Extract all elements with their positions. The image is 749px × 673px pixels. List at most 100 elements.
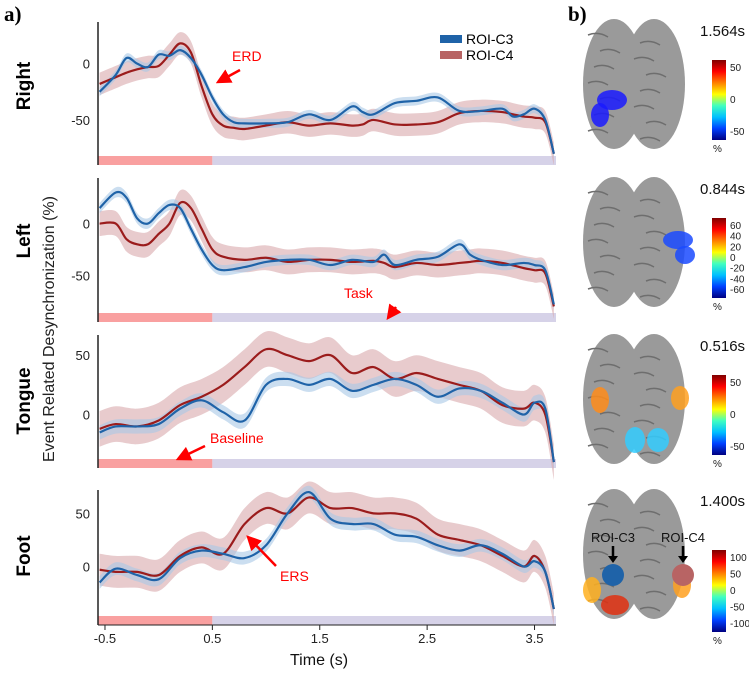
- sulcus: [633, 104, 655, 110]
- sulcus: [639, 246, 661, 252]
- ci-band-roi-c3: [99, 371, 554, 470]
- legend-item-c3: ROI-C3: [440, 31, 513, 47]
- y-tick-label: 0: [83, 57, 90, 72]
- sulcus: [633, 56, 655, 62]
- y-tick-label: 0: [83, 217, 90, 232]
- sulcus: [593, 270, 615, 276]
- sulcus: [599, 518, 621, 524]
- colorbar-tick-label: 0: [730, 586, 736, 597]
- sulcus: [645, 542, 667, 548]
- sulcus: [639, 451, 661, 457]
- panel-left: 0 -50: [71, 178, 556, 322]
- x-tick-label: 2.5: [418, 631, 436, 646]
- colorbar-tick-label: 0: [730, 95, 736, 106]
- right-hemisphere: [623, 19, 685, 149]
- colorbar-tick-label: -40: [730, 274, 745, 285]
- activation-blob: [671, 386, 689, 410]
- roi-label: ROI-C3: [591, 530, 635, 545]
- annotation-erd: ERD: [232, 48, 262, 64]
- annotation-baseline: Baseline: [210, 430, 264, 446]
- sulcus: [593, 222, 615, 228]
- sulcus: [633, 574, 655, 580]
- sulcus: [587, 347, 609, 353]
- series-line-roi-c3: [99, 377, 555, 463]
- x-axis-label: Time (s): [290, 652, 349, 669]
- annotation-arrow: [246, 535, 277, 567]
- colorbar: [712, 375, 726, 455]
- annotation-ers: ERS: [280, 568, 309, 584]
- sulcus: [593, 379, 615, 385]
- time-label: 1.564s: [700, 23, 745, 40]
- colorbar-tick-label: -50: [730, 603, 745, 614]
- ci-band-roi-c4: [99, 481, 554, 625]
- sulcus: [639, 88, 661, 94]
- brain-map: 50 0 -50% 0.516s: [583, 334, 745, 470]
- sulcus: [587, 502, 609, 508]
- sulcus: [599, 48, 621, 54]
- series-line-roi-c4: [99, 496, 555, 610]
- series-line-roi-c3: [98, 491, 555, 610]
- roi-marker: [672, 564, 694, 586]
- activation-blob: [591, 103, 609, 127]
- roi-marker: [602, 564, 624, 586]
- sulcus: [593, 534, 615, 540]
- sulcus: [639, 606, 661, 612]
- y-tick-label: 50: [76, 348, 90, 363]
- sulcus: [639, 558, 661, 564]
- colorbar-tick-label: 50: [730, 378, 742, 389]
- sulcus: [633, 371, 655, 377]
- ci-band-roi-c3: [99, 186, 554, 310]
- legend-label-c3: ROI-C3: [466, 31, 514, 47]
- sulcus: [639, 136, 661, 142]
- brain-map: 100 50 0 -50 -100% 1.400s ROI-C3 ROI-C4: [583, 489, 749, 647]
- right-hemisphere: [623, 177, 685, 307]
- colorbar-tick-label: -20: [730, 264, 745, 275]
- colorbar-tick-label: 0: [730, 410, 736, 421]
- time-label: 1.400s: [700, 493, 745, 510]
- sulcus: [639, 40, 661, 46]
- sulcus: [633, 262, 655, 268]
- colorbar-unit: %: [713, 636, 722, 647]
- task-bar: [212, 156, 556, 165]
- activation-blob: [625, 427, 645, 453]
- sulcus: [599, 254, 621, 260]
- sulcus: [587, 128, 609, 134]
- sulcus: [587, 238, 609, 244]
- sulcus: [639, 403, 661, 409]
- right-hemisphere: [623, 489, 685, 619]
- panel-label-a: a): [4, 2, 22, 26]
- series-line-roi-c4: [99, 42, 555, 155]
- time-label: 0.516s: [700, 338, 745, 355]
- sulcus: [587, 32, 609, 38]
- activation-blob: [647, 428, 669, 452]
- sulcus: [645, 230, 667, 236]
- brain-maps: 500-50%1.564s6040200-20-40-60%0.844s500-…: [583, 19, 749, 647]
- sulcus: [633, 214, 655, 220]
- legend-label-c4: ROI-C4: [466, 47, 514, 63]
- sulcus: [639, 355, 661, 361]
- panel-foot: 50 0: [76, 481, 556, 625]
- baseline-bar: [98, 313, 213, 322]
- baseline-bar: [98, 459, 213, 468]
- annotation-arrow: [215, 68, 241, 84]
- sulcus: [633, 419, 655, 425]
- sulcus: [587, 550, 609, 556]
- y-tick-label: -50: [71, 268, 90, 283]
- series-line-roi-c4: [99, 347, 555, 463]
- annotation-task: Task: [344, 285, 373, 301]
- colorbar: [712, 218, 726, 298]
- ci-band-roi-c4: [99, 331, 554, 480]
- colorbar-tick-label: -60: [730, 285, 745, 296]
- sulcus: [587, 80, 609, 86]
- panel-right: 0 -50: [71, 22, 556, 166]
- colorbar-tick-label: 100: [730, 553, 747, 564]
- colorbar-tick-label: 50: [730, 570, 742, 581]
- baseline-bar: [98, 616, 213, 625]
- legend-swatch-c4: [440, 51, 462, 59]
- x-tick-label: 0.5: [203, 631, 221, 646]
- activation-blob: [583, 577, 601, 603]
- sulcus: [593, 427, 615, 433]
- y-tick-label: 0: [83, 560, 90, 575]
- time-label: 0.844s: [700, 181, 745, 198]
